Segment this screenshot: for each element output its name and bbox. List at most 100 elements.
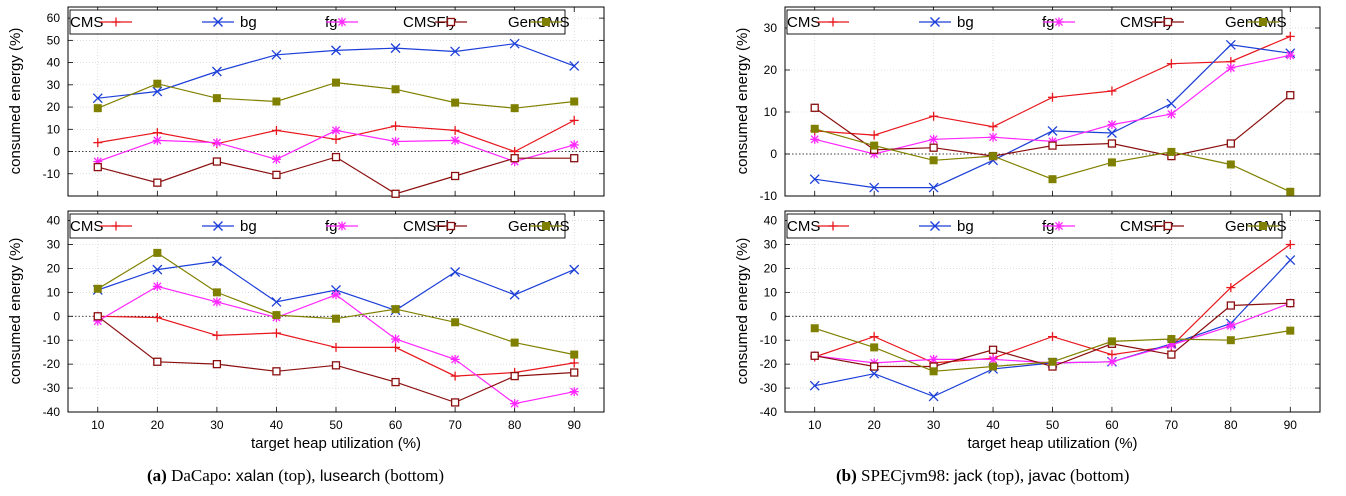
panel-javac-point-fg-5-d2 [1107, 357, 1117, 366]
panel-lusearch-ytick-label-3: -10 [43, 333, 61, 347]
panel-javac-ytick-label-7: 30 [764, 238, 778, 252]
panel-javac-point-GenCMS-2 [929, 367, 938, 376]
panel-xalan-point-fg-4-d2 [331, 126, 341, 135]
panel-lusearch-legend-marker-CMSFly [446, 221, 456, 231]
panel-jack-point-CMSFly-4 [1048, 141, 1057, 150]
panel-javac-legend-marker-bg-d2 [930, 221, 940, 231]
panel-lusearch-point-bg-7-d2 [509, 289, 520, 300]
panel-lusearch-legend-label-CMSFly: CMSFly [403, 218, 457, 235]
panel-jack-point-fg-5-d2 [1107, 120, 1117, 129]
panel-javac-xtick-label-1: 20 [867, 418, 881, 432]
panel-xalan-ytick-label-4: 30 [47, 78, 61, 92]
panel-javac-point-bg-1-d2 [869, 368, 880, 379]
panel-lusearch-point-fg-7-d2 [510, 399, 519, 408]
panel-lusearch-xtick-label-3: 40 [270, 418, 284, 432]
panel-xalan-legend-marker-CMSFly [446, 17, 456, 27]
panel-jack-series-CMS [810, 31, 1295, 140]
panel-jack-point-CMSFly-2 [929, 143, 938, 152]
panel-jack-point-fg-0-d2 [810, 135, 819, 144]
caption-a-tag: (a) [147, 466, 167, 485]
panel-xalan-legend: CMS bg fg CMSFly GenCMS [69, 9, 570, 35]
panel-javac-xtick-label-7: 80 [1224, 418, 1238, 432]
panel-javac-point-GenCMS-7 [1226, 336, 1235, 345]
panel-javac-legend-label-bg: bg [957, 218, 974, 235]
panel-lusearch-point-CMSFly-8 [570, 368, 579, 377]
panel-xalan-point-CMSFly-2 [212, 157, 222, 166]
panel-xalan-point-CMSFly-7 [510, 154, 519, 163]
panel-javac-point-CMSFly-6 [1167, 350, 1176, 359]
panel-xalan-point-GenCMS-1 [153, 79, 162, 88]
caption-a-suite: DaCapo: [166, 466, 236, 485]
panel-lusearch-series-CMSFly [93, 312, 579, 407]
panel-lusearch-point-GenCMS-7 [510, 338, 519, 347]
panel-xalan-grid [68, 7, 604, 196]
panel-lusearch-point-CMSFly-4 [331, 361, 341, 370]
panel-xalan-point-fg-5-d2 [391, 137, 400, 146]
panel-javac-point-GenCMS-1 [870, 343, 879, 352]
panel-lusearch-line-CMSFly [97, 315, 575, 404]
panel-jack-point-GenCMS-4 [1048, 175, 1057, 184]
panel-lusearch-ytick-label-7: 30 [47, 238, 61, 252]
panel-jack-ytick-label-3: 20 [764, 63, 778, 77]
panel-jack-point-GenCMS-0 [810, 124, 819, 133]
panel-lusearch-series-GenCMS [93, 248, 579, 359]
caption-a-bottom-bench: lusearch [319, 468, 381, 485]
panel-javac-point-bg-0-d2 [809, 380, 820, 391]
panel-javac-ylabel: consumed energy (%) [734, 238, 751, 385]
panel-jack-ylabel: consumed energy (%) [734, 28, 751, 175]
panel-jack-point-CMSFly-5 [1107, 139, 1117, 148]
panel-jack-point-bg-4-d2 [1047, 125, 1058, 136]
panel-javac-ytick-label-8: 40 [764, 214, 778, 228]
panel-lusearch-xtick-label-6: 70 [448, 418, 462, 432]
panel-xalan-legend-box [69, 9, 566, 35]
panel-xalan-series-CMSFly [93, 152, 579, 198]
panel-xalan-point-CMSFly-5 [391, 189, 400, 198]
panel-xalan-point-CMSFly-3 [272, 170, 281, 180]
panel-javac-xtick-label-0: 10 [808, 418, 822, 432]
panel-xalan-point-bg-5-d2 [390, 43, 401, 54]
panel-xalan-point-GenCMS-5 [391, 85, 400, 94]
caption-b-tag: (b) [836, 466, 857, 485]
panel-xalan-series-GenCMS [93, 78, 579, 113]
panel-lusearch-point-CMSFly-5 [391, 377, 400, 387]
panel-jack-point-fg-3-d2 [988, 133, 998, 142]
panel-lusearch-xtick-label-8: 90 [568, 418, 582, 432]
panel-xalan-point-GenCMS-3 [272, 97, 281, 106]
panel-javac-point-fg-2-d2 [929, 355, 938, 364]
panel-xalan-point-CMSFly-1 [153, 178, 162, 187]
panel-jack-point-GenCMS-3 [989, 152, 998, 161]
panel-xalan-point-GenCMS-0 [93, 104, 102, 113]
panel-lusearch-legend-label-CMS: CMS [70, 218, 103, 235]
panel-jack-series-CMSFly [810, 91, 1295, 161]
panel-jack-legend: CMS bg fg CMSFly GenCMS [786, 9, 1287, 35]
panel-xalan-point-fg-8-d2 [570, 140, 579, 149]
panel-lusearch-grid [68, 211, 604, 413]
panel-lusearch-point-bg-3-d2 [271, 296, 282, 307]
panel-xalan-point-CMSFly-8 [570, 154, 579, 163]
panel-lusearch-point-CMSFly-0 [93, 312, 102, 321]
panel-lusearch-point-bg-2-d2 [211, 256, 222, 267]
panel-jack-point-bg-1-d2 [869, 182, 880, 193]
panel-lusearch-legend-marker-bg-d2 [213, 221, 223, 231]
panel-jack-point-GenCMS-2 [929, 156, 938, 165]
panel-jack-point-bg-2-d2 [928, 182, 939, 193]
panel-javac-point-GenCMS-5 [1107, 337, 1116, 346]
caption-b-bottom-bench: javac [1028, 468, 1066, 485]
panel-lusearch-ytick-label-2: -20 [43, 357, 61, 371]
panel-lusearch-xlabel: target heap utilization (%) [251, 435, 421, 452]
panel-xalan-point-fg-2-d2 [212, 138, 221, 147]
panel-lusearch-point-GenCMS-8 [570, 350, 579, 359]
panel-javac-xtick-label-6: 70 [1165, 418, 1179, 432]
panel-xalan-series-bg [92, 38, 580, 104]
panel-xalan-ytick-label-6: 50 [47, 33, 61, 47]
panel-javac-ytick-label-2: -20 [760, 357, 778, 371]
panel-jack-point-GenCMS-7 [1226, 160, 1235, 169]
panel-jack-ytick-label-0: -10 [760, 189, 778, 203]
panel-javac-point-CMSFly-8 [1286, 298, 1295, 308]
panel-jack-point-GenCMS-1 [870, 141, 879, 150]
panel-jack-point-fg-2-d2 [929, 135, 938, 144]
panel-xalan-point-bg-3-d2 [271, 49, 282, 60]
panel-lusearch-xtick-label-5: 60 [389, 418, 403, 432]
panel-jack-point-bg-6-d2 [1166, 98, 1177, 109]
